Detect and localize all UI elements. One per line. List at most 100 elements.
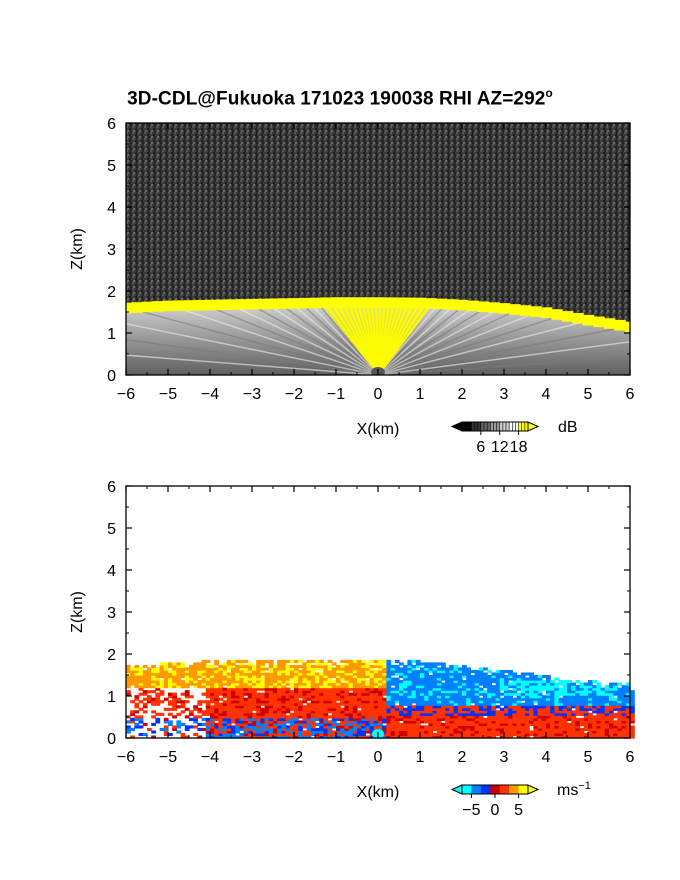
- velocity-cell: [218, 690, 224, 694]
- velocity-cell: [424, 690, 429, 694]
- velocity-cell: [243, 682, 249, 686]
- velocity-cell: [281, 682, 287, 686]
- velocity-cell: [516, 702, 522, 706]
- velocity-cell: [445, 722, 450, 726]
- velocity-cell: [243, 677, 249, 681]
- velocity-cell: [327, 675, 333, 679]
- velocity-cell: [235, 695, 240, 699]
- velocity-cell: [327, 730, 333, 734]
- velocity-cell: [294, 672, 299, 676]
- velocity-cell: [298, 682, 303, 686]
- velocity-cell: [520, 730, 526, 734]
- velocity-cell: [441, 705, 446, 709]
- velocity-cell: [268, 712, 274, 716]
- velocity-cell: [340, 712, 345, 716]
- velocity-cell: [252, 715, 257, 719]
- velocity-cell: [386, 662, 392, 666]
- velocity-cell: [256, 702, 261, 706]
- velocity-cell: [369, 664, 375, 669]
- velocity-cell: [407, 702, 413, 706]
- velocity-cell: [331, 705, 337, 709]
- velocity-cell: [218, 669, 224, 674]
- velocity-cell: [478, 710, 484, 714]
- velocity-cell: [197, 735, 203, 739]
- velocity-cell: [163, 675, 169, 679]
- velocity-cell: [508, 682, 513, 686]
- velocity-cell: [373, 707, 379, 711]
- velocity-cell: [592, 697, 597, 701]
- velocity-cell: [394, 707, 400, 711]
- velocity-cell: [546, 730, 551, 734]
- velocity-cell: [298, 672, 303, 676]
- velocity-cell: [184, 690, 190, 694]
- velocity-cell: [260, 692, 266, 696]
- colorbar-tick-label: −5: [462, 802, 480, 819]
- velocity-cell: [130, 727, 135, 732]
- velocity-cell: [617, 732, 623, 737]
- velocity-cell: [357, 682, 362, 686]
- velocity-cell: [176, 672, 182, 676]
- velocity-cell: [411, 692, 417, 696]
- velocity-cell: [453, 685, 459, 689]
- velocity-cell: [163, 720, 169, 724]
- velocity-cell: [378, 682, 383, 686]
- velocity-cell: [403, 722, 408, 726]
- velocity-cell: [319, 700, 324, 704]
- velocity-cell: [176, 669, 182, 674]
- velocity-cell: [239, 680, 245, 684]
- velocity-cell: [344, 675, 350, 679]
- velocity-cell: [243, 730, 249, 734]
- velocity-cell: [478, 697, 484, 701]
- velocity-cell: [588, 717, 593, 721]
- velocity-cell: [424, 697, 429, 701]
- velocity-cell: [567, 705, 572, 709]
- velocity-cell: [550, 732, 555, 737]
- velocity-cell: [172, 707, 177, 711]
- velocity-cell: [159, 669, 165, 674]
- velocity-cell: [327, 722, 333, 726]
- velocity-cell: [277, 662, 282, 666]
- velocity-cell: [197, 715, 203, 719]
- velocity-cell: [491, 720, 497, 724]
- velocity-cell: [315, 687, 320, 691]
- velocity-cell: [562, 725, 568, 729]
- x-tick-label: −5: [159, 749, 177, 766]
- velocity-cell: [201, 700, 207, 704]
- velocity-cell: [285, 707, 291, 711]
- velocity-cell: [361, 695, 366, 699]
- velocity-cell: [609, 697, 614, 701]
- velocity-cell: [369, 659, 375, 663]
- velocity-cell: [441, 662, 446, 666]
- velocity-cell: [579, 692, 585, 696]
- velocity-cell: [571, 712, 576, 716]
- velocity-cell: [294, 677, 299, 681]
- velocity-cell: [474, 692, 480, 696]
- velocity-cell: [352, 659, 358, 663]
- velocity-cell: [168, 680, 173, 684]
- velocity-cell: [340, 664, 345, 669]
- velocity-cell: [168, 664, 173, 669]
- velocity-cell: [558, 700, 564, 704]
- velocity-cell: [256, 720, 261, 724]
- velocity-cell: [533, 697, 539, 701]
- velocity-cell: [420, 727, 425, 732]
- velocity-cell: [462, 725, 467, 729]
- colorbar-segment: [509, 422, 519, 431]
- velocity-cell: [449, 732, 455, 737]
- velocity-cell: [613, 715, 618, 719]
- velocity-cell: [256, 662, 261, 666]
- velocity-cell: [235, 669, 240, 674]
- velocity-cell: [226, 692, 232, 696]
- velocity-cell: [428, 702, 434, 706]
- velocity-cell: [403, 732, 408, 737]
- velocity-cell: [298, 690, 303, 694]
- velocity-cell: [592, 715, 597, 719]
- velocity-cell: [243, 700, 249, 704]
- velocity-cell: [403, 677, 408, 681]
- velocity-cell: [281, 677, 287, 681]
- velocity-cell: [184, 707, 190, 711]
- velocity-cell: [361, 677, 366, 681]
- velocity-cell: [142, 697, 148, 701]
- velocity-cell: [596, 712, 602, 716]
- velocity-cell: [378, 705, 383, 709]
